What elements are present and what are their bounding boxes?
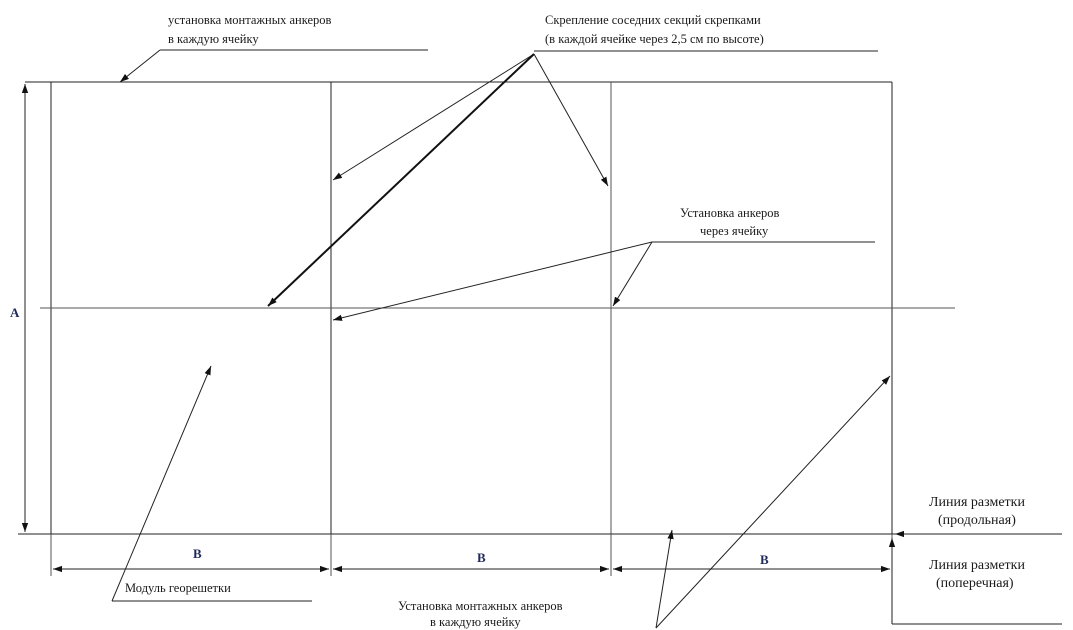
callout-anchors-every-other-cell-arrow-1 — [332, 241, 653, 321]
callout-anchors-each-cell-top-line1: установка монтажных анкеров — [168, 13, 332, 27]
callout-stapling-line2: (в каждой ячейке через 2,5 см по высоте) — [545, 32, 764, 46]
callout-anchors-each-cell-bottom-arrow-1 — [655, 529, 674, 629]
callout-module-arrow — [111, 365, 212, 602]
marking-transverse-callout: Линия разметки (поперечная) — [888, 538, 1062, 625]
callout-stapling-line1: Скрепление соседних секций скрепками — [545, 13, 761, 27]
dimension-b-label-3: B — [760, 552, 769, 567]
callout-stapling-arrow-3 — [533, 53, 609, 187]
dimension-a-label: A — [10, 305, 20, 320]
dimension-b-label-1: B — [193, 546, 202, 561]
geogrid-sections — [18, 81, 1062, 535]
callout-anchors-each-cell-top-arrow — [119, 49, 161, 83]
marking-transverse-line2: (поперечная) — [936, 576, 1014, 591]
marking-longitudinal-line2: (продольная) — [938, 513, 1016, 528]
callout-module-label: Модуль георешетки — [125, 581, 231, 595]
callout-module: Модуль георешетки — [111, 365, 312, 602]
callout-stapling-arrow-1 — [332, 53, 535, 181]
callout-anchors-each-cell-bottom: Установка монтажных анкеров в каждую яче… — [398, 375, 891, 629]
callout-anchors-each-cell-bottom-line1: Установка монтажных анкеров — [398, 599, 563, 613]
callout-anchors-every-other-cell: Установка анкеров через ячейку — [332, 206, 875, 321]
callout-anchors-every-other-cell-line2: через ячейку — [700, 224, 769, 238]
callout-anchors-every-other-cell-line1: Установка анкеров — [680, 206, 780, 220]
callout-anchors-every-other-cell-arrow-2 — [612, 241, 653, 307]
callout-stapling-arrow-2 — [267, 53, 535, 307]
callout-stapling: Скрепление соседних секций скрепками (в … — [267, 13, 878, 307]
callout-anchors-each-cell-top: установка монтажных анкеров в каждую яче… — [119, 13, 428, 83]
dimension-b-label-2: B — [477, 550, 486, 565]
marking-transverse-line1: Линия разметки — [929, 558, 1025, 573]
dimension-height: A — [10, 84, 29, 532]
marking-longitudinal-line1: Линия разметки — [929, 495, 1025, 510]
dimension-widths: B B B — [50, 534, 893, 576]
callout-anchors-each-cell-top-line2: в каждую ячейку — [168, 32, 259, 46]
callout-anchors-each-cell-bottom-line2: в каждую ячейку — [430, 615, 521, 629]
callout-anchors-each-cell-bottom-arrow-2 — [655, 375, 891, 629]
marking-longitudinal-callout: Линия разметки (продольная) — [895, 495, 1062, 538]
